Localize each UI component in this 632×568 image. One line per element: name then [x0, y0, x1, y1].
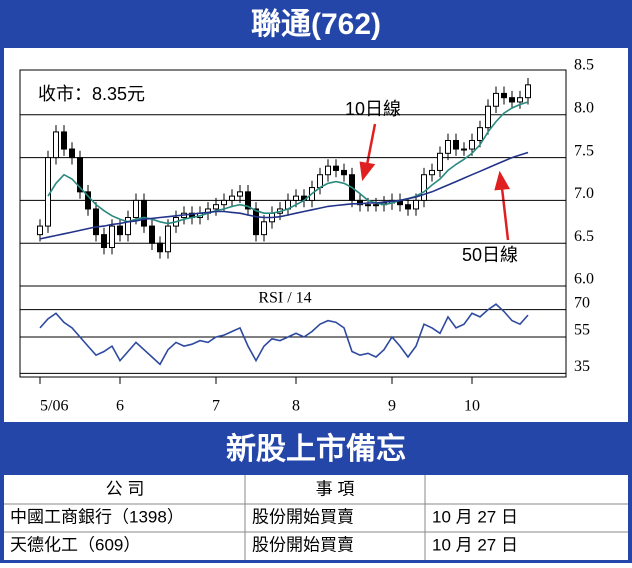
candle-body [429, 169, 435, 176]
table-cell: 股份開始買賣 [252, 507, 354, 526]
candle-body [165, 225, 171, 253]
candle-body [357, 199, 363, 206]
candle-body [133, 199, 139, 219]
candle-body [373, 204, 379, 207]
x-tick-label: 10 [464, 398, 480, 415]
candle-body [461, 148, 467, 151]
candle-body [501, 92, 507, 99]
candle-body [293, 195, 299, 201]
candle-body [485, 105, 491, 129]
candle-body [229, 195, 235, 201]
candle-body [493, 92, 499, 107]
candle-body [157, 242, 163, 253]
candle-body [405, 204, 411, 210]
x-tick-label: 6 [116, 398, 124, 415]
annotation: 50日線 [462, 245, 518, 265]
candle-body [477, 127, 483, 141]
candle-body [341, 169, 347, 176]
candle-body [453, 139, 459, 150]
candle-body [77, 157, 83, 193]
candle-body [237, 191, 243, 197]
y-tick-label: 35 [574, 358, 590, 375]
x-tick-label: 9 [388, 398, 396, 415]
candle-body [525, 84, 531, 99]
title: 聯通(762) [251, 8, 381, 41]
table-header: 公 司 [106, 479, 145, 498]
rsi-title: RSI / 14 [258, 290, 311, 307]
y-tick-label: 70 [574, 294, 590, 311]
candle-body [125, 217, 131, 236]
table-cell: 10 月 27 日 [432, 507, 518, 526]
y-tick-label: 8.0 [574, 99, 594, 116]
y-tick-label: 6.0 [574, 271, 594, 288]
candle-body [437, 152, 443, 171]
annotation: 收市：8.35元 [38, 84, 145, 104]
x-tick-label: 5/06 [40, 398, 68, 415]
candle-body [261, 221, 267, 236]
x-tick-label: 8 [292, 398, 300, 415]
candle-body [61, 131, 67, 150]
y-tick-label: 55 [574, 322, 590, 339]
candle-body [509, 97, 515, 103]
table-bg [4, 475, 628, 560]
candle-body [85, 191, 91, 210]
chart-area [4, 48, 628, 422]
candle-body [517, 97, 523, 103]
y-tick-label: 6.5 [574, 228, 594, 245]
candle-body [317, 174, 323, 189]
table-header: 事 項 [316, 479, 355, 498]
candle-body [117, 225, 123, 236]
x-tick-label: 7 [212, 398, 220, 415]
candle-body [325, 165, 331, 176]
candle-body [445, 139, 451, 154]
table-cell: 10 月 27 日 [432, 535, 518, 554]
candle-body [469, 139, 475, 150]
candle-body [365, 204, 371, 207]
arrows [359, 123, 511, 241]
table-cell: 中國工商銀行（1398） [10, 507, 184, 526]
candle-body [101, 234, 107, 248]
candle-body [333, 165, 339, 171]
candle-body [413, 199, 419, 210]
candle-body [53, 131, 59, 159]
table-cell: 天德化工（609） [10, 535, 140, 554]
candle-body [109, 225, 115, 248]
candle-body [93, 208, 99, 236]
line [39, 151, 529, 240]
section-title: 新股上市備忘 [226, 432, 406, 466]
candle-body [141, 199, 147, 227]
candle-body [149, 225, 155, 244]
candle-body [253, 208, 259, 236]
candle-body [221, 199, 227, 206]
annotation: 10日線 [345, 99, 401, 119]
table-cell: 股份開始買賣 [252, 535, 354, 554]
line [39, 303, 529, 366]
candle-body [245, 191, 251, 210]
table-lines [4, 475, 628, 560]
candle-body [37, 225, 43, 236]
y-tick-label: 8.5 [574, 57, 594, 74]
candle-body [69, 148, 75, 159]
y-tick-label: 7.0 [574, 185, 594, 202]
y-tick-label: 7.5 [574, 142, 594, 159]
plot-frame [19, 69, 567, 378]
candle-body [213, 204, 219, 210]
candle-body [421, 174, 427, 201]
